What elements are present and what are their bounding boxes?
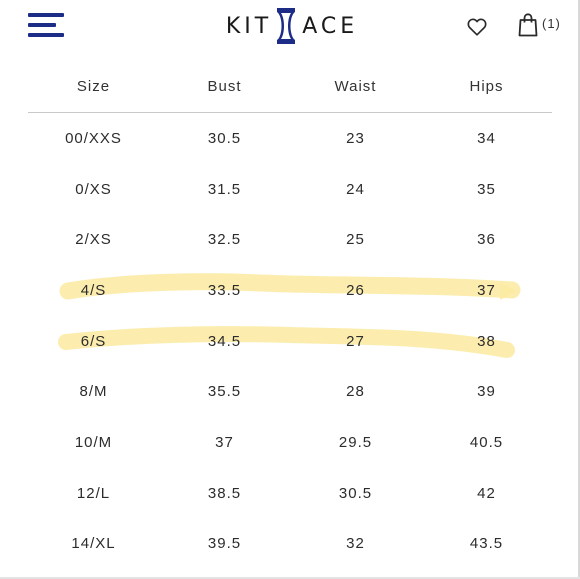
cell-size: 12/L xyxy=(76,484,111,502)
cell-bust: 39.5 xyxy=(207,535,242,553)
table-header-row: Size Bust Waist Hips xyxy=(28,60,552,113)
cell-waist: 28 xyxy=(346,383,365,401)
cell-waist: 29.5 xyxy=(338,433,373,451)
cell-hips: 43.5 xyxy=(469,535,504,553)
cell-waist: 23 xyxy=(346,129,365,147)
cell-size: 0/XS xyxy=(75,180,112,198)
cell-hips: 37 xyxy=(477,281,496,299)
cell-waist: 27 xyxy=(346,332,365,350)
cell-waist: 26 xyxy=(346,281,365,299)
cell-waist: 25 xyxy=(346,231,365,249)
cell-bust: 31.5 xyxy=(207,180,242,198)
table-row: 0/XS 31.5 24 35 xyxy=(28,164,552,215)
hamburger-menu-icon[interactable] xyxy=(28,13,66,39)
cart-count-badge: (1) xyxy=(542,16,561,31)
cell-size: 6/S xyxy=(80,332,107,350)
table-row: 12/L 38.5 30.5 42 xyxy=(28,468,552,519)
logo-text-left: KIT xyxy=(225,13,273,39)
size-chart-table: Size Bust Waist Hips 00/XXS 30.5 23 34 0… xyxy=(28,60,552,569)
table-row: 00/XXS 30.5 23 34 xyxy=(28,113,552,164)
wishlist-button[interactable] xyxy=(466,16,488,38)
cell-waist: 32 xyxy=(346,535,365,553)
table-row: 14/XL 39.5 32 43.5 xyxy=(28,519,552,570)
shopping-bag-icon xyxy=(518,13,538,37)
cart-button[interactable]: (1) xyxy=(518,13,561,39)
cell-hips: 36 xyxy=(477,231,496,249)
cell-hips: 35 xyxy=(477,180,496,198)
cell-hips: 34 xyxy=(477,129,496,147)
cell-bust: 33.5 xyxy=(207,281,242,299)
table-row: 2/XS 32.5 25 36 xyxy=(28,214,552,265)
cell-bust: 30.5 xyxy=(207,129,242,147)
table-row-highlighted: 4/S 33.5 26 37 xyxy=(28,265,552,316)
cell-waist: 24 xyxy=(346,180,365,198)
brand-logo[interactable]: KIT ACE xyxy=(222,5,362,47)
cell-hips: 40.5 xyxy=(469,433,504,451)
heart-icon xyxy=(467,18,487,36)
cell-bust: 38.5 xyxy=(207,484,242,502)
cell-size: 14/XL xyxy=(71,535,116,553)
cell-bust: 34.5 xyxy=(207,332,242,350)
cell-hips: 39 xyxy=(477,383,496,401)
logo-mark-icon xyxy=(277,8,296,44)
column-header-bust: Bust xyxy=(207,77,242,95)
column-header-size: Size xyxy=(76,77,111,95)
cell-waist: 30.5 xyxy=(338,484,373,502)
cell-size: 4/S xyxy=(80,281,107,299)
column-header-waist: Waist xyxy=(334,77,377,95)
cell-size: 8/M xyxy=(79,383,108,401)
cell-size: 2/XS xyxy=(75,231,112,249)
cell-bust: 35.5 xyxy=(207,383,242,401)
table-row: 8/M 35.5 28 39 xyxy=(28,366,552,417)
cell-hips: 38 xyxy=(477,332,496,350)
table-row-highlighted: 6/S 34.5 27 38 xyxy=(28,316,552,367)
cell-bust: 37 xyxy=(215,433,234,451)
cell-size: 10/M xyxy=(74,433,113,451)
table-row: 10/M 37 29.5 40.5 xyxy=(28,417,552,468)
cell-size: 00/XXS xyxy=(65,129,122,147)
bottom-border xyxy=(0,577,580,579)
column-header-hips: Hips xyxy=(469,77,504,95)
logo-text-right: ACE xyxy=(302,13,359,39)
right-border xyxy=(578,0,580,579)
cell-bust: 32.5 xyxy=(207,231,242,249)
cell-hips: 42 xyxy=(477,484,496,502)
